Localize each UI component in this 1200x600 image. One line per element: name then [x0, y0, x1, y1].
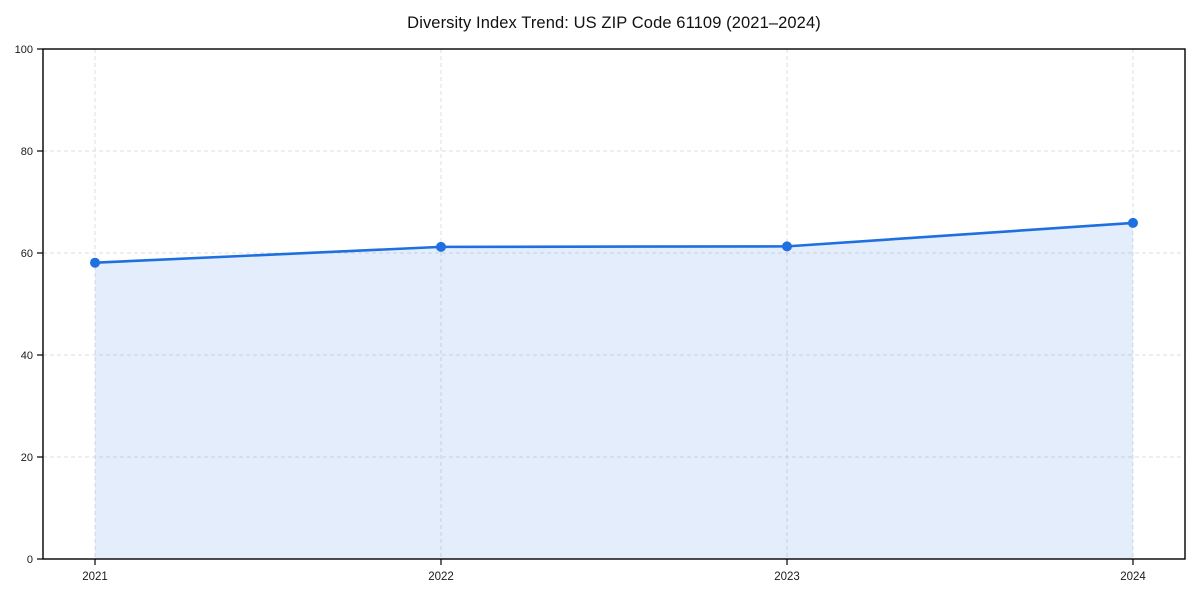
y-axis-tick-label: 40	[21, 350, 33, 362]
y-axis-tick-label: 20	[21, 452, 33, 464]
data-point-marker	[1128, 217, 1138, 228]
plot-border	[42, 48, 1186, 560]
y-axis-tick-label: 80	[21, 146, 33, 158]
y-axis-tick-label: 60	[21, 248, 33, 260]
data-point-marker	[782, 241, 792, 252]
x-axis-tick-label: 2023	[774, 571, 800, 583]
y-axis-tick-label: 100	[15, 44, 33, 56]
x-axis-tick-label: 2021	[82, 571, 108, 583]
area-fill	[95, 222, 1133, 559]
data-point-marker	[90, 257, 100, 268]
x-axis-tick-label: 2024	[1120, 571, 1146, 583]
chart-title: Diversity Index Trend: US ZIP Code 61109…	[407, 14, 821, 32]
trend-line	[93, 221, 1135, 264]
x-axis-tick-label: 2022	[428, 571, 454, 583]
y-axis-tick-label: 0	[27, 554, 33, 566]
data-point-marker	[436, 241, 446, 252]
